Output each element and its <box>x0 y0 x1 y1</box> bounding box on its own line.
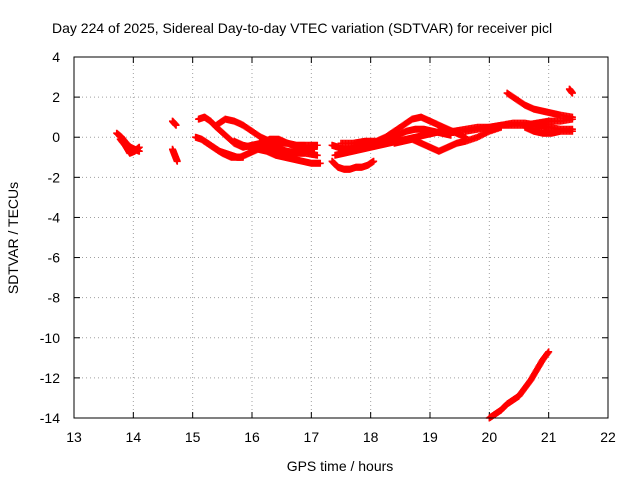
x-tick-labels: 13 14 15 16 17 18 19 20 21 22 <box>66 429 616 445</box>
x-tick-label: 19 <box>422 429 438 445</box>
data-point <box>316 159 324 167</box>
y-tick-labels: 4 2 0 -2 -4 -6 -8 -10 -12 -14 <box>40 49 60 426</box>
y-tick-label: -10 <box>40 330 60 346</box>
data-point <box>313 141 321 149</box>
x-axis-title: GPS time / hours <box>287 458 394 474</box>
data-point <box>135 143 143 151</box>
x-tick-label: 22 <box>600 429 616 445</box>
series-arc-i <box>230 135 318 153</box>
chart-title: Day 224 of 2025, Sidereal Day-to-day VTE… <box>52 20 552 36</box>
series-arc-s <box>485 348 553 422</box>
x-tick-label: 16 <box>244 429 260 445</box>
data-point <box>313 151 321 159</box>
y-tick-label: 2 <box>52 89 60 105</box>
x-tick-label: 21 <box>541 429 557 445</box>
plot-frame <box>73 56 609 419</box>
series-arc-b <box>116 135 143 157</box>
x-tick-label: 15 <box>185 429 201 445</box>
series-arc-p <box>503 89 576 121</box>
y-tick-label: -8 <box>48 290 61 306</box>
series-arc-k <box>328 157 378 173</box>
data-point <box>172 121 180 129</box>
series-arc-r <box>565 85 576 97</box>
series-arc-g <box>201 137 324 167</box>
x-tick-label: 17 <box>304 429 320 445</box>
series-arc-o <box>462 119 576 135</box>
y-axis-title: SDTVAR / TECUs <box>5 182 21 294</box>
y-tick-label: 4 <box>52 49 60 65</box>
x-tick-label: 18 <box>363 429 379 445</box>
y-tick-label: -14 <box>40 410 60 426</box>
axis-ticks <box>73 56 609 419</box>
data-point <box>310 145 318 153</box>
x-tick-label: 14 <box>126 429 142 445</box>
data-point <box>568 89 576 97</box>
data-point <box>370 157 378 165</box>
series-arc-l <box>331 115 576 159</box>
grid-lines <box>74 57 608 418</box>
x-tick-label: 20 <box>482 429 498 445</box>
series-arc-d <box>168 145 181 165</box>
data-point <box>568 127 576 135</box>
series-arc-q <box>521 123 576 137</box>
y-tick-label: -6 <box>48 250 61 266</box>
series-arc-c <box>168 117 180 129</box>
data-point <box>545 348 553 356</box>
x-tick-label: 13 <box>66 429 82 445</box>
y-tick-label: -2 <box>48 169 61 185</box>
y-tick-label: -12 <box>40 370 60 386</box>
y-tick-label: 0 <box>52 129 60 145</box>
y-tick-label: -4 <box>48 209 61 225</box>
data-point <box>568 113 576 121</box>
series-arc-m <box>337 113 470 147</box>
data-points <box>113 85 576 422</box>
data-point <box>173 157 181 165</box>
